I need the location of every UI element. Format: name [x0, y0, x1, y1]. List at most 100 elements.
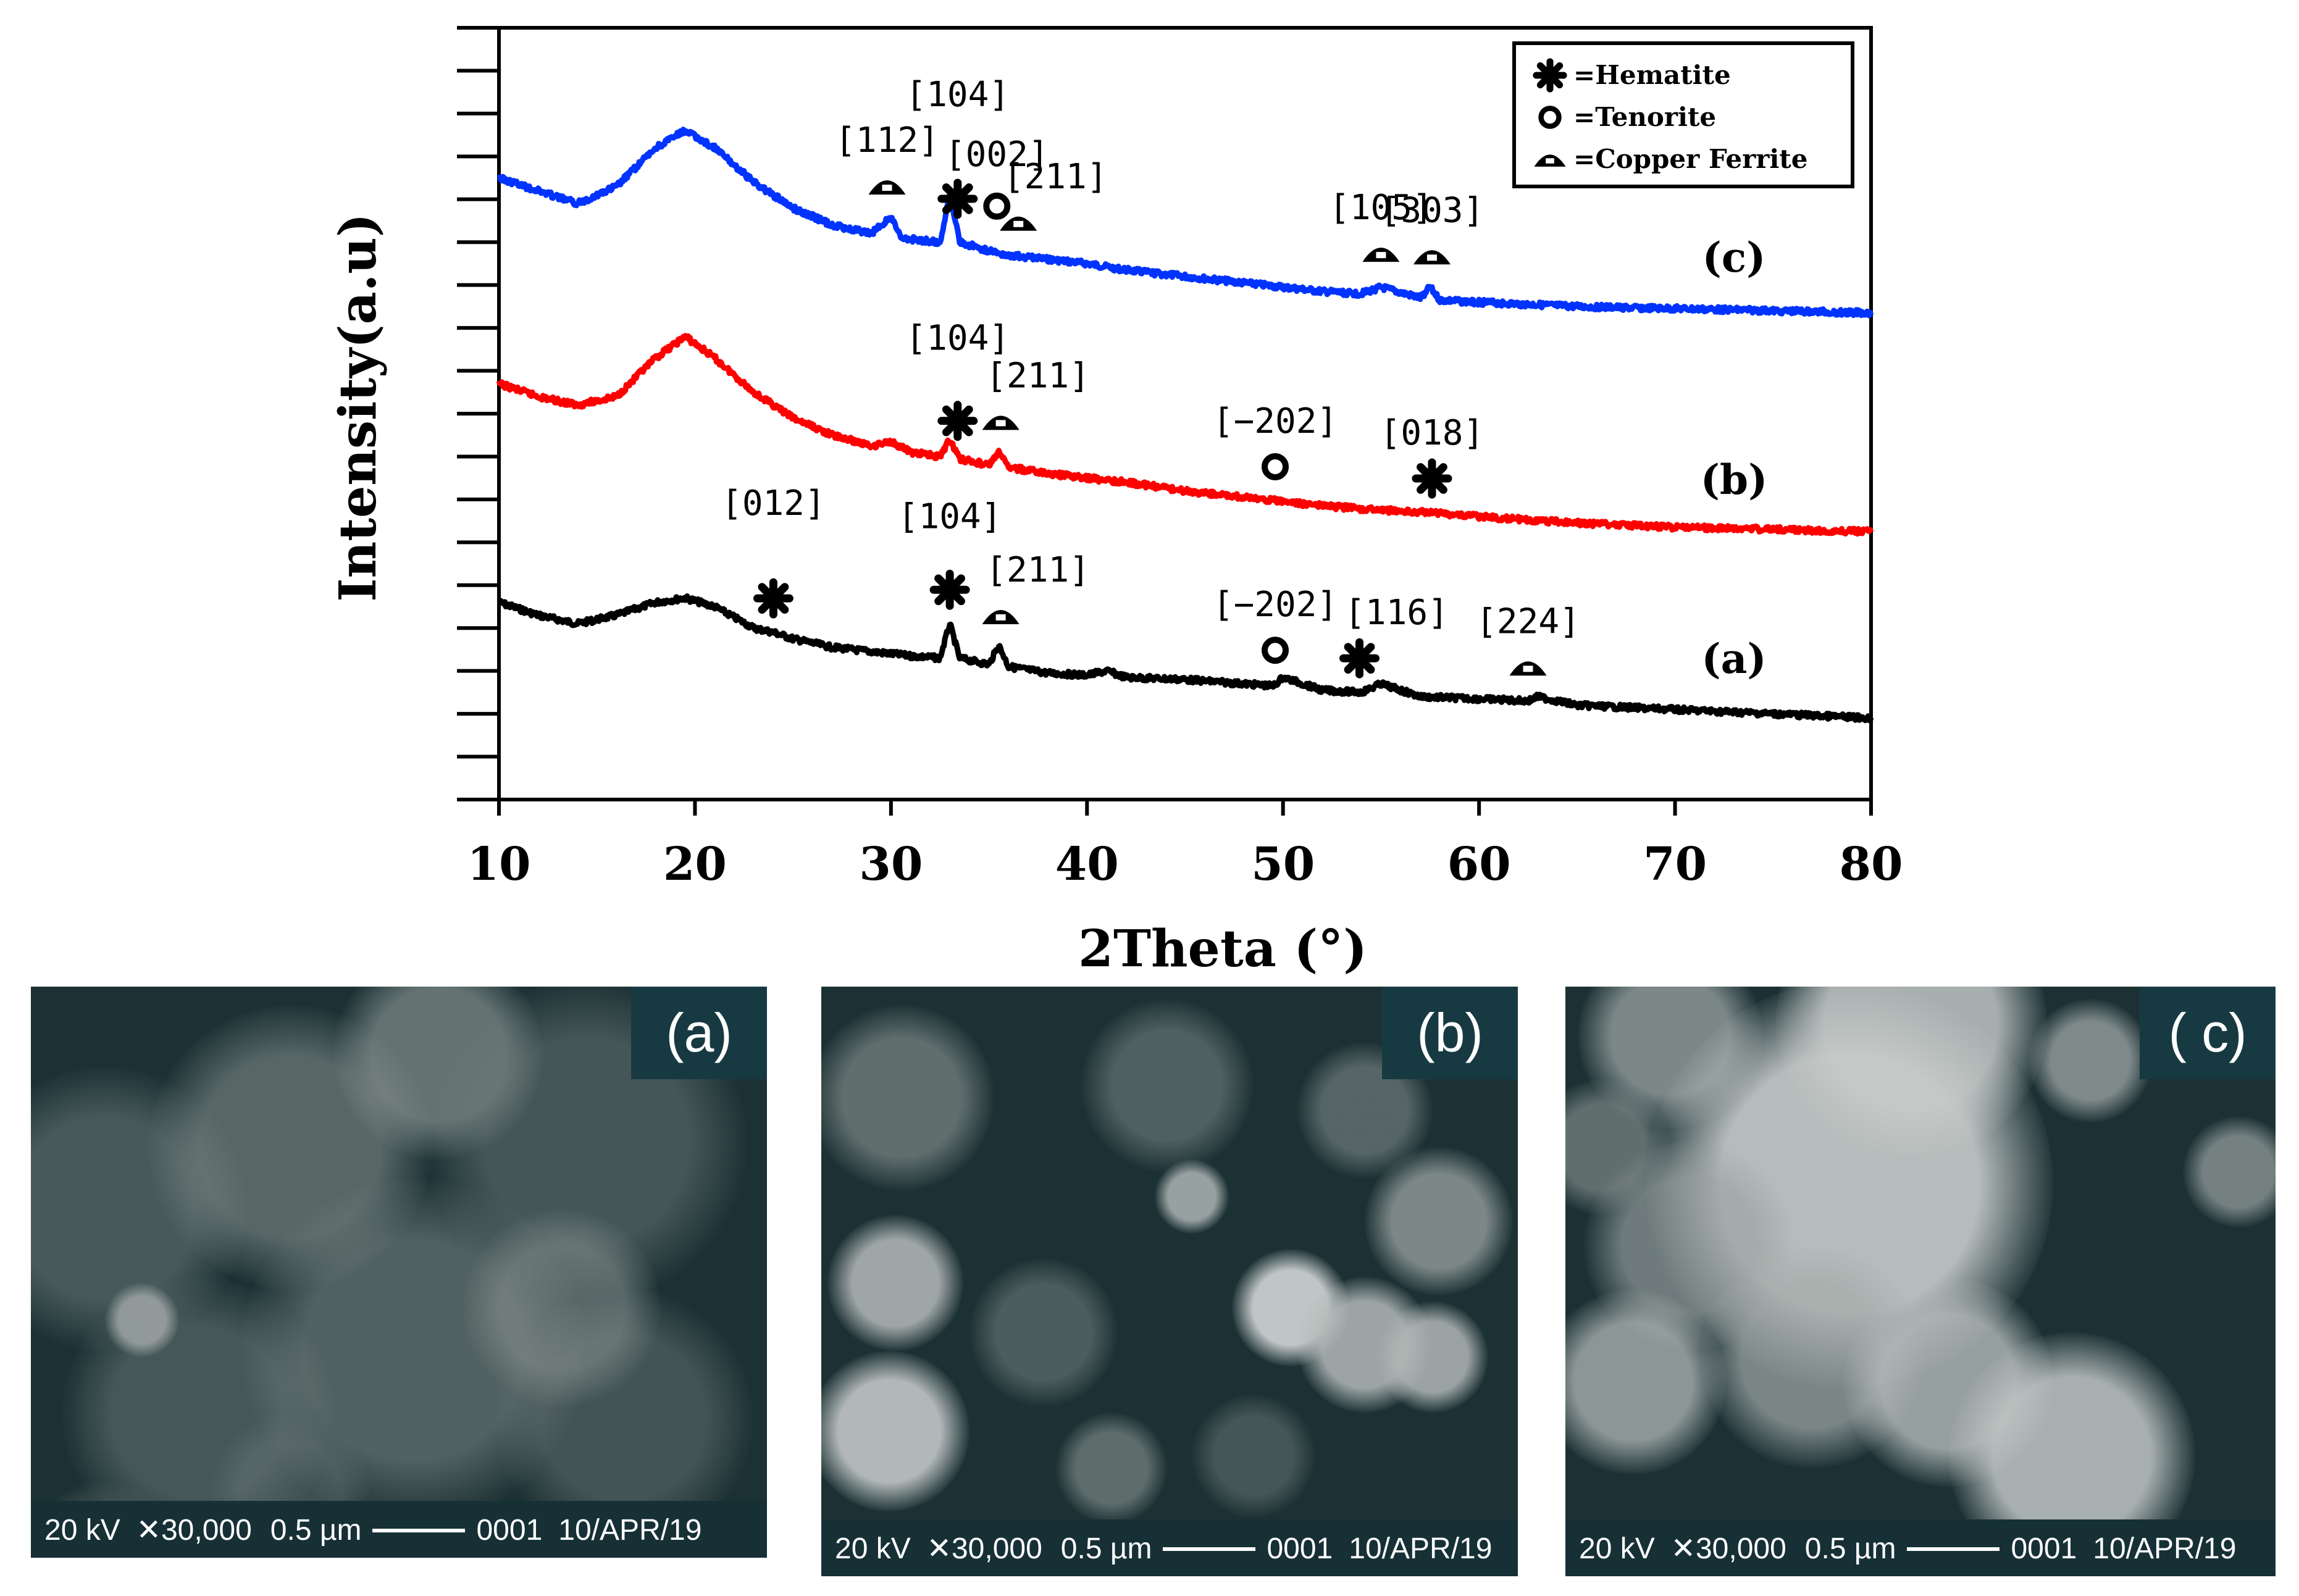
- tenorite-marker-icon: [1262, 637, 1289, 664]
- peak-annotation: [112]: [835, 120, 939, 161]
- sem-info-bar: 20 kV ✕30,000 0.5 µm 0001 10/APR/19: [821, 1519, 1518, 1576]
- annotation-layer: [112][104][002][211][105][303][104][211]…: [721, 75, 1580, 679]
- sem-info-bar: 20 kV ✕30,000 0.5 µm 0001 10/APR/19: [1565, 1519, 2276, 1576]
- peak-annotation: [018]: [1380, 413, 1485, 453]
- x-tick-label: 30: [859, 838, 923, 891]
- sem-scale: 0.5 µm: [270, 1514, 362, 1547]
- hematite-marker-icon: [753, 578, 794, 619]
- y-axis-title: Intensity(a.u): [329, 213, 388, 601]
- curve-label: (c): [1702, 233, 1766, 282]
- particle: [1377, 1301, 1488, 1413]
- particle: [1565, 1289, 1726, 1474]
- peak-annotation: [211]: [986, 356, 1090, 396]
- sem-image-id: 0001: [2011, 1532, 2077, 1566]
- copper-ferrite-marker-icon: [982, 416, 1020, 430]
- x-axis-title: 2Theta (°): [1078, 919, 1367, 979]
- scale-bar: [1163, 1547, 1256, 1552]
- y-axis-ticks: [457, 26, 499, 801]
- sem-voltage: 20 kV: [835, 1532, 911, 1566]
- x-tick-label: 70: [1643, 838, 1707, 891]
- particle: [105, 1283, 179, 1357]
- curve-label: (a): [1701, 635, 1766, 683]
- particle: [1565, 1079, 1670, 1215]
- particle: [969, 1258, 1118, 1406]
- curve-label: (b): [1701, 456, 1768, 504]
- peak-annotation: [−202]: [1213, 585, 1338, 625]
- sem-info-bar: 20 kV ✕30,000 0.5 µm 0001 10/APR/19: [31, 1501, 767, 1558]
- peak-annotation: [105]: [1329, 188, 1433, 228]
- peak-annotation: [211]: [986, 550, 1090, 590]
- particle: [463, 1209, 661, 1406]
- peak-annotation: [104]: [898, 496, 1002, 537]
- hematite-marker-icon: [1339, 638, 1380, 679]
- peak-annotation: [104]: [905, 75, 1010, 115]
- peak-annotation: [−202]: [1213, 401, 1338, 441]
- x-tick-label: 60: [1447, 838, 1511, 891]
- particle: [821, 1005, 994, 1190]
- hematite-marker-icon: [937, 178, 978, 219]
- copper-ferrite-marker-icon: [1534, 154, 1566, 167]
- copper-ferrite-marker-icon: [1413, 250, 1451, 265]
- sem-image-id: 0001: [1267, 1532, 1333, 1566]
- peak-annotation: [116]: [1344, 593, 1449, 633]
- copper-ferrite-marker-icon: [1509, 661, 1547, 676]
- peak-annotation: [002]: [945, 135, 1049, 175]
- hematite-marker-icon: [1533, 58, 1567, 93]
- panel-label: (a): [631, 987, 767, 1079]
- hematite-marker-icon: [1412, 458, 1452, 499]
- peak-annotation: [211]: [1003, 157, 1108, 197]
- sem-voltage: 20 kV: [44, 1514, 120, 1547]
- legend-entry: =Tenorite: [1573, 102, 1716, 132]
- legend-entry: =Copper Ferrite: [1573, 144, 1807, 174]
- sem-date: 10/APR/19: [2093, 1532, 2237, 1566]
- particle: [827, 1215, 963, 1351]
- sem-magnification: ✕30,000: [136, 1514, 252, 1547]
- copper-ferrite-marker-icon: [1000, 216, 1037, 231]
- panel-label: (b): [1382, 987, 1518, 1079]
- x-tick-label: 10: [467, 838, 531, 891]
- legend-box: [1512, 41, 1854, 188]
- sem-date: 10/APR/19: [1349, 1532, 1493, 1566]
- particle: [821, 1351, 969, 1511]
- tenorite-marker-icon: [1538, 106, 1562, 129]
- sem-image-id: 0001: [476, 1514, 543, 1547]
- sem-magnification: ✕30,000: [926, 1532, 1042, 1566]
- peak-annotation: [224]: [1476, 601, 1580, 641]
- sem-voltage: 20 kV: [1579, 1532, 1655, 1566]
- sem-magnification: ✕30,000: [1670, 1532, 1786, 1566]
- peak-annotation: [104]: [905, 319, 1010, 359]
- copper-ferrite-marker-icon: [982, 609, 1020, 624]
- particle: [1056, 1413, 1167, 1524]
- tenorite-marker-icon: [983, 192, 1011, 220]
- x-tick-label: 40: [1055, 838, 1119, 891]
- panel-label: ( c): [2140, 987, 2276, 1079]
- particle: [2183, 1116, 2276, 1227]
- scale-bar: [372, 1529, 466, 1533]
- xrd-chart: 10 20 30 40 50 60 70 80 [112][104][002][211][10…: [329, 26, 1903, 979]
- series-line-c: [496, 127, 1874, 319]
- series-line-b: [496, 333, 1874, 537]
- series-layer: [496, 127, 1874, 724]
- copper-ferrite-marker-icon: [1362, 248, 1400, 262]
- particle: [1081, 999, 1254, 1172]
- x-tick-label: 20: [663, 838, 727, 891]
- legend: =Hematite =Tenorite =Copper Ferrite: [1512, 41, 1854, 188]
- tenorite-marker-icon: [1262, 453, 1289, 480]
- sem-scale: 0.5 µm: [1804, 1532, 1896, 1566]
- x-axis-ticks: 10 20 30 40 50 60 70 80: [467, 800, 1903, 891]
- particle: [2029, 999, 2152, 1122]
- curve-labels: (a) (b) (c): [1701, 233, 1768, 683]
- hematite-marker-icon: [929, 569, 970, 610]
- particle: [1155, 1159, 1229, 1234]
- peak-annotation: [303]: [1380, 190, 1485, 230]
- scale-bar: [1907, 1547, 2000, 1552]
- copper-ferrite-marker-icon: [868, 180, 906, 195]
- legend-entry: =Hematite: [1573, 60, 1731, 90]
- hematite-marker-icon: [937, 401, 978, 441]
- particle: [1192, 1394, 1315, 1518]
- peak-annotation: [012]: [721, 483, 826, 524]
- sem-image-a: (a) 20 kV ✕30,000 0.5 µm 0001 10/APR/19: [31, 987, 767, 1558]
- sem-date: 10/APR/19: [558, 1514, 702, 1547]
- series-line-a: [497, 593, 1874, 724]
- x-tick-label: 50: [1251, 838, 1315, 891]
